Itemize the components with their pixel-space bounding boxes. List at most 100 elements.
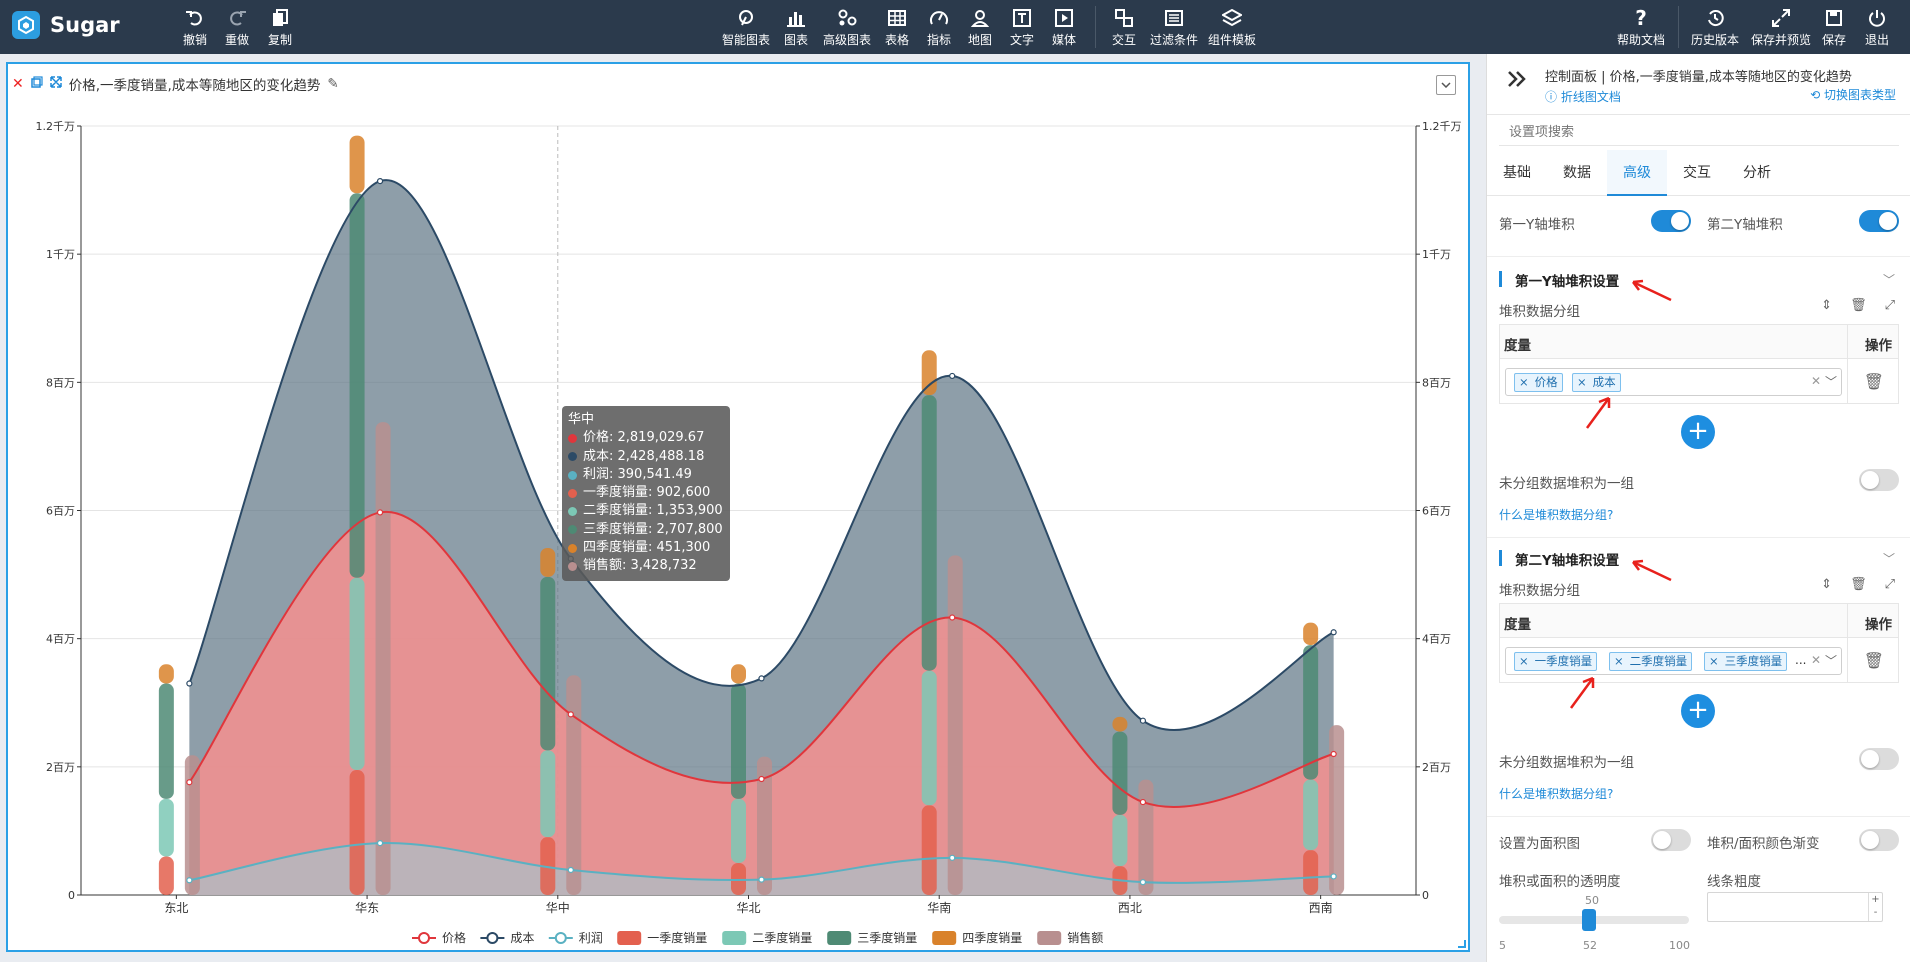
edit-title-icon[interactable]: ✎: [327, 76, 339, 92]
close-icon[interactable]: ✕: [12, 76, 24, 92]
adv-chart-button[interactable]: 高级图表: [823, 8, 871, 48]
interact-icon: [1113, 8, 1135, 28]
add-group-button[interactable]: +: [1681, 415, 1715, 449]
measure-tag[interactable]: × 二季度销量: [1609, 652, 1693, 671]
point-利润: [567, 866, 574, 874]
clear-icon[interactable]: ✕: [1810, 653, 1821, 667]
measure-tag[interactable]: × 一季度销量: [1514, 652, 1598, 671]
tooltip-row: 价格: 2,819,029.67: [568, 429, 724, 447]
measure-tag[interactable]: × 价格: [1514, 373, 1563, 392]
expand-icon[interactable]: ⤢: [1884, 577, 1895, 592]
point-价格: [1330, 750, 1337, 758]
y1-stack-section-header[interactable]: 第一Y轴堆积设置 ﹀: [1499, 269, 1899, 291]
remove-tag-icon[interactable]: ×: [1577, 375, 1587, 389]
measure-tag[interactable]: × 三季度销量: [1704, 652, 1788, 671]
annotation-arrow: [1632, 559, 1672, 582]
template-button[interactable]: 组件模板: [1208, 8, 1256, 48]
legend-swatch-icon: [617, 931, 642, 945]
expand-icon[interactable]: ⤢: [1884, 298, 1895, 313]
delete-row-icon[interactable]: 🗑: [1863, 372, 1884, 391]
tab-interaction[interactable]: 交互: [1683, 165, 1711, 181]
chevron-down-icon[interactable]: [1436, 75, 1456, 95]
measure-tag-label: 价格: [1534, 375, 1558, 389]
settings-search-input[interactable]: [1499, 116, 1899, 146]
clear-icon[interactable]: ✕: [1810, 374, 1821, 388]
y2-group-table: 度量 操作 × 一季度销量 × 二季度销量 × 三季度销量 ... ✕ ﹀ 🗑: [1499, 603, 1899, 683]
y1-measure-select[interactable]: × 价格 × 成本 ✕ ﹀: [1505, 368, 1842, 396]
area-chart-toggle[interactable]: [1651, 829, 1691, 851]
chevron-down-icon[interactable]: ﹀: [1882, 552, 1895, 566]
delete-row-icon[interactable]: 🗑: [1863, 651, 1884, 670]
collapse-panel-icon[interactable]: [1507, 70, 1527, 92]
table-button[interactable]: 表格: [885, 8, 909, 48]
tab-basic[interactable]: 基础: [1503, 165, 1531, 181]
history-button[interactable]: 历史版本: [1691, 8, 1739, 48]
chart-button[interactable]: 图表: [784, 8, 808, 48]
measure-tag[interactable]: × 成本: [1572, 373, 1621, 392]
undo-button[interactable]: 撤销: [183, 8, 207, 48]
settings-search[interactable]: [1499, 116, 1899, 146]
y2-stack-label: 第二Y轴堆积: [1707, 217, 1783, 233]
legend-marker-icon: [418, 932, 430, 944]
bar-三季度销量: [731, 683, 746, 799]
legend-marker-icon: [486, 932, 499, 944]
y1-help-link[interactable]: 什么是堆积数据分组?: [1499, 508, 1614, 522]
y2-help-link[interactable]: 什么是堆积数据分组?: [1499, 787, 1614, 801]
gauge-icon: [928, 8, 950, 28]
doc-link[interactable]: ⓘ 折线图文档: [1545, 90, 1621, 104]
save-button[interactable]: 保存: [1822, 8, 1846, 48]
sort-icon[interactable]: ⇕: [1821, 577, 1833, 592]
remove-tag-icon[interactable]: ×: [1519, 654, 1529, 668]
delete-icon[interactable]: 🗑: [1850, 298, 1867, 313]
text-button[interactable]: 文字: [1010, 8, 1034, 48]
chevron-down-icon[interactable]: ﹀: [1824, 654, 1837, 668]
remove-tag-icon[interactable]: ×: [1709, 654, 1719, 668]
metric-button[interactable]: 指标: [927, 8, 951, 48]
gradient-toggle[interactable]: [1859, 829, 1899, 851]
sort-icon[interactable]: ⇕: [1821, 298, 1833, 313]
y1-stack-toggle[interactable]: [1651, 210, 1691, 232]
app-logo[interactable]: Sugar: [12, 11, 120, 39]
delete-icon[interactable]: 🗑: [1850, 577, 1867, 592]
opacity-slider-thumb[interactable]: [1582, 909, 1596, 931]
chevron-down-icon[interactable]: ﹀: [1882, 273, 1895, 287]
interact-button[interactable]: 交互: [1112, 8, 1136, 48]
resize-handle[interactable]: [1458, 940, 1466, 948]
exit-button[interactable]: 退出: [1865, 8, 1889, 48]
y2-measure-select[interactable]: × 一季度销量 × 二季度销量 × 三季度销量 ... ✕ ﹀: [1505, 647, 1842, 675]
switch-chart-type-link[interactable]: ⟲ 切换图表类型: [1810, 88, 1896, 102]
map-button[interactable]: 地图: [968, 8, 992, 48]
add-group-button[interactable]: +: [1681, 694, 1715, 728]
tab-analysis[interactable]: 分析: [1743, 165, 1771, 181]
chevron-down-icon[interactable]: ﹀: [1824, 375, 1837, 389]
media-button[interactable]: 媒体: [1052, 8, 1076, 48]
redo-button[interactable]: 重做: [225, 8, 249, 48]
tooltip-row-label: 三季度销量: 2,707,800: [583, 521, 723, 537]
filter-button[interactable]: 过滤条件: [1150, 8, 1198, 48]
fullscreen-icon[interactable]: [49, 76, 62, 92]
chart-component[interactable]: 0 0 2百万 2百万 4百万 4百万 6百万 6百万 8百万 8百万 1千万 1千万 1.2千万 1.2…: [6, 62, 1470, 952]
y1-ungrouped-toggle[interactable]: [1859, 469, 1899, 491]
tab-advanced[interactable]: 高级: [1607, 150, 1667, 196]
copy-chart-icon[interactable]: [30, 76, 43, 92]
measure-column-header: 度量: [1504, 617, 1531, 633]
line-width-input[interactable]: + -: [1707, 892, 1883, 922]
remove-tag-icon[interactable]: ×: [1519, 375, 1529, 389]
tab-data[interactable]: 数据: [1563, 165, 1591, 181]
x-tick-label: 东北: [164, 901, 188, 915]
table-header: 度量 操作: [1500, 325, 1898, 359]
remove-tag-icon[interactable]: ×: [1614, 654, 1624, 668]
save-preview-button[interactable]: 保存并预览: [1751, 8, 1811, 48]
y2-stack-section-header[interactable]: 第二Y轴堆积设置 ﹀: [1499, 548, 1899, 570]
smart-chart-button[interactable]: 智能图表: [722, 8, 770, 48]
y2-stack-toggle[interactable]: [1859, 210, 1899, 232]
legend-dot-icon: [568, 452, 577, 462]
point-成本: [758, 675, 765, 682]
y-left-tick-label: 4百万: [46, 633, 75, 646]
app-name: Sugar: [50, 13, 120, 37]
help-button[interactable]: ? 帮助文档: [1617, 6, 1665, 48]
bar-四季度销量: [921, 350, 937, 396]
copy-button[interactable]: 复制: [268, 8, 292, 48]
y2-ungrouped-toggle[interactable]: [1859, 748, 1899, 770]
stepper-icon[interactable]: + -: [1868, 893, 1882, 921]
